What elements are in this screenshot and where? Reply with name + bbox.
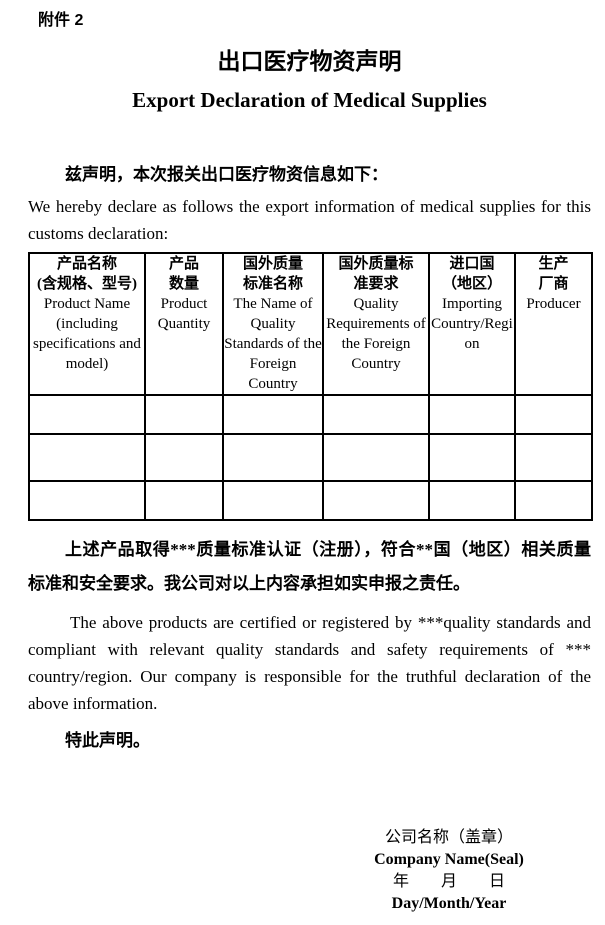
document-title-zh: 出口医疗物资声明 [217,49,402,74]
column-header-importing-country: 进口国 （地区） Importing Country/Region [428,252,516,396]
column-header-quality-requirements: 国外质量标 准要求 Quality Requirements of the Fo… [322,252,430,396]
table-header-row: 产品名称 (含规格、型号) Product Name (including sp… [28,252,593,396]
signature-date-en: Day/Month/Year [391,895,507,912]
signature-date-zh: 年 月 日 [392,873,505,890]
table-cell-empty [28,480,146,521]
table-cell-empty [322,480,430,521]
certification-paragraph-en: The above products are certified or regi… [28,613,591,713]
column-header-quality-requirements-en: Quality Requirements of the Foreign Coun… [326,296,426,372]
column-header-product-name-en: Product Name (including specifications a… [33,296,141,372]
certification-paragraph-zh: 上述产品取得***质量标准认证（注册），符合**国（地区）相关质量标准和安全要求… [28,540,591,593]
column-header-importing-country-zh: 进口国 （地区） [441,256,502,292]
column-header-producer-en: Producer [526,296,581,312]
medical-supplies-table: 产品名称 (含规格、型号) Product Name (including sp… [28,252,593,521]
table-cell-empty [514,394,593,435]
table-cell-empty [144,433,224,482]
column-header-importing-country-en: Importing Country/Region [431,296,513,352]
signature-company-en: Company Name(Seal) [374,851,524,868]
column-header-product-quantity-en: Product Quantity [157,296,211,332]
table-cell-empty [428,480,516,521]
table-cell-empty [322,394,430,435]
signature-company-zh: 公司名称（盖章） [384,829,513,846]
intro-paragraph-zh: 兹声明，本次报关出口医疗物资信息如下： [65,165,388,184]
column-header-product-quantity: 产品 数量 Product Quantity [144,252,224,396]
table-cell-empty [222,480,324,521]
table-cell-empty [28,433,146,482]
column-header-quality-standard-name-en: The Name of Quality Standards of the For… [224,296,322,392]
column-header-quality-standard-name: 国外质量 标准名称 The Name of Quality Standards … [222,252,324,396]
column-header-quality-standard-name-zh: 国外质量 标准名称 [242,256,303,292]
table-row [28,433,593,482]
column-header-quality-requirements-zh: 国外质量标 准要求 [338,256,414,292]
table-cell-empty [144,394,224,435]
column-header-product-quantity-zh: 产品 数量 [168,256,199,292]
table-cell-empty [514,480,593,521]
column-header-producer-zh: 生产 厂商 [538,256,569,292]
intro-paragraph-en: We hereby declare as follows the export … [28,197,591,243]
table-cell-empty [28,394,146,435]
document-title-en: Export Declaration of Medical Supplies [132,88,487,112]
closing-statement-zh: 特此声明。 [65,731,150,750]
table-cell-empty [322,433,430,482]
column-header-product-name-zh: 产品名称 (含规格、型号) [37,256,137,292]
column-header-producer: 生产 厂商 Producer [514,252,593,396]
table-cell-empty [222,433,324,482]
table-row [28,480,593,521]
table-cell-empty [428,433,516,482]
table-cell-empty [144,480,224,521]
table-cell-empty [514,433,593,482]
table-cell-empty [428,394,516,435]
column-header-product-name: 产品名称 (含规格、型号) Product Name (including sp… [28,252,146,396]
signature-block: 公司名称（盖章） Company Name(Seal) 年 月 日 Day/Mo… [359,827,539,915]
attachment-label: 附件 2 [38,12,84,29]
table-cell-empty [222,394,324,435]
table-row [28,394,593,435]
